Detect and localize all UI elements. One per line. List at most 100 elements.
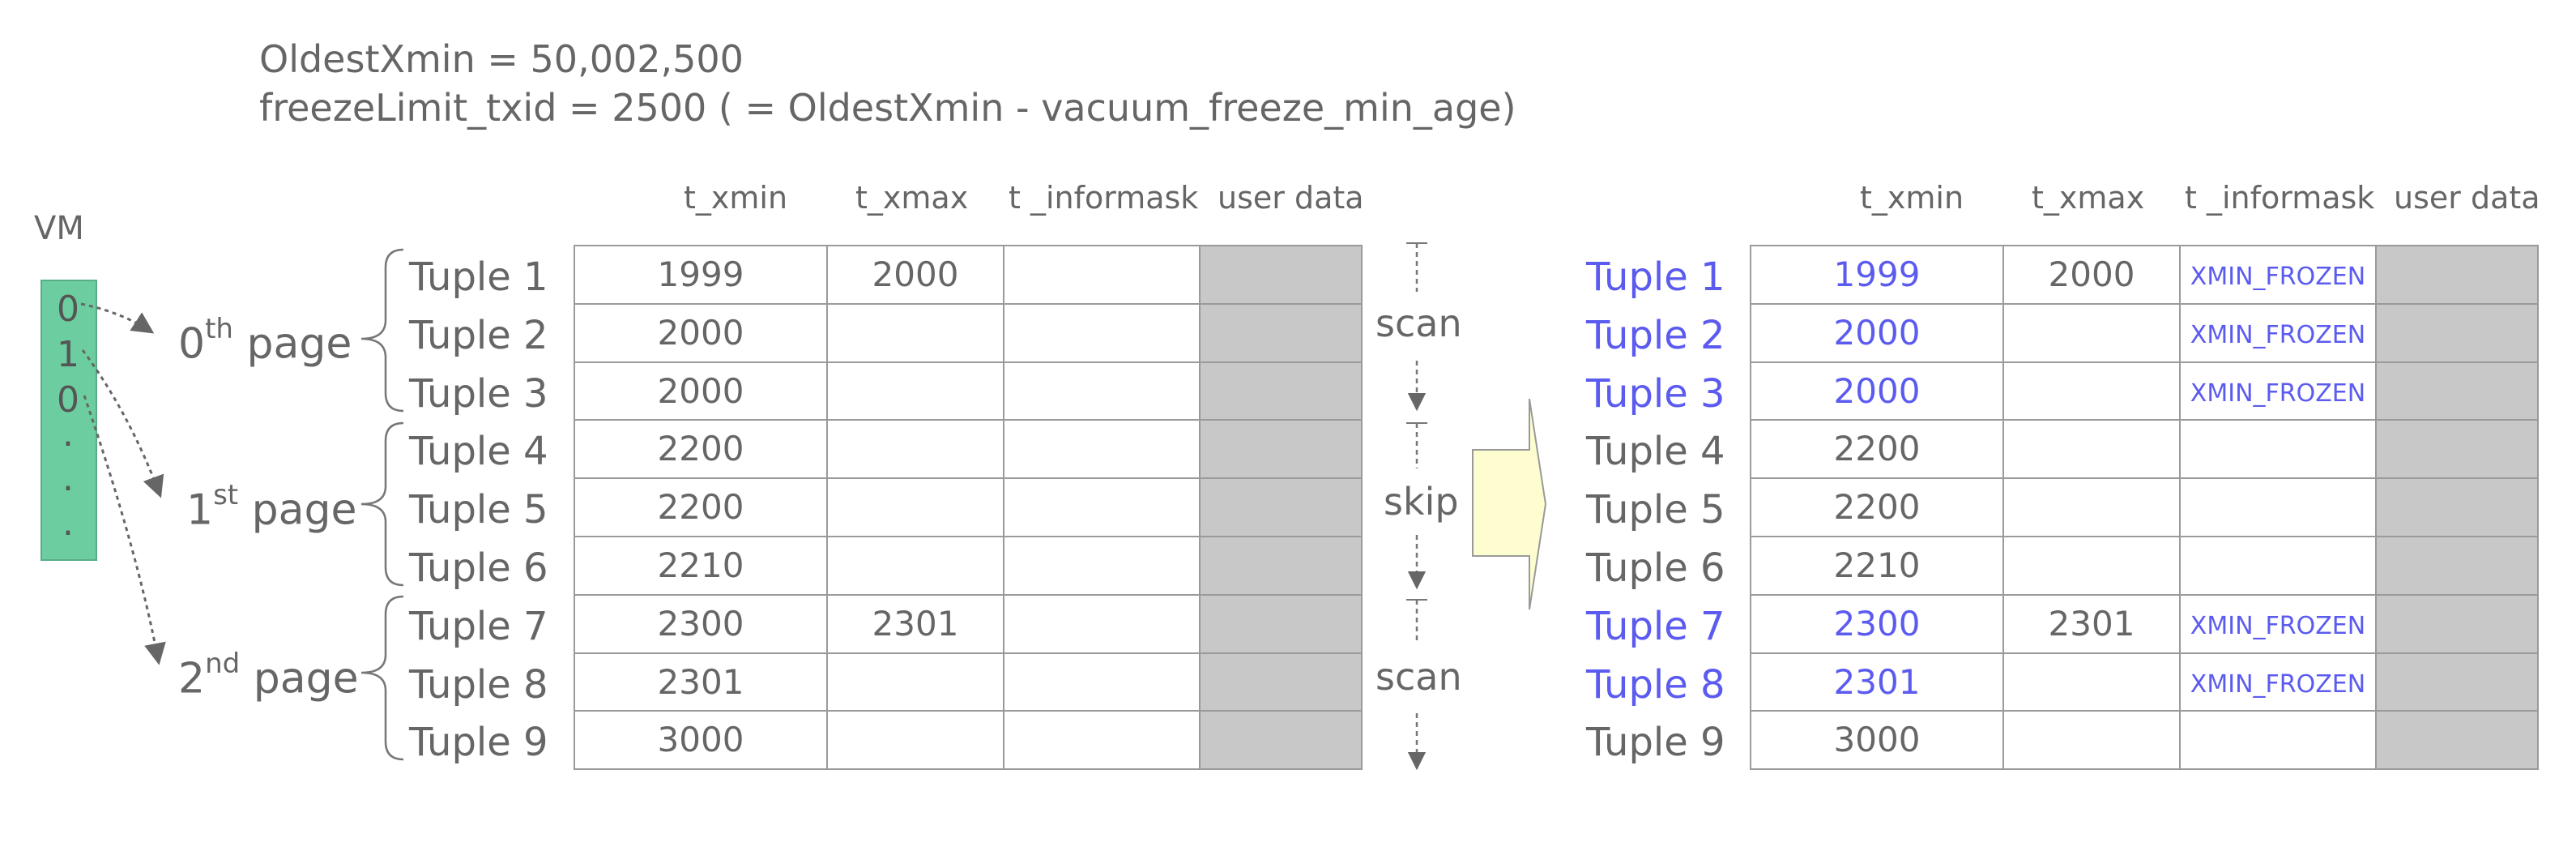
page-number: 1 xyxy=(186,485,214,535)
tuple-label: Tuple 1 xyxy=(409,254,548,300)
col-header-user-data: user data xyxy=(2394,180,2540,216)
t-informask-cell xyxy=(2179,419,2377,480)
t-xmax-cell xyxy=(826,710,1004,771)
page-word: page xyxy=(253,654,359,703)
t-informask-cell xyxy=(2179,477,2377,537)
tuple-label: Tuple 3 xyxy=(1586,370,1725,417)
col-header-t-xmin: t_xmin xyxy=(684,180,788,216)
vm-label: VM xyxy=(34,210,84,247)
t-xmin-cell: 2200 xyxy=(574,419,828,480)
tuple-label: Tuple 4 xyxy=(1586,429,1725,475)
page-suffix: st xyxy=(213,479,239,511)
tuple-label: Tuple 1 xyxy=(1586,254,1725,300)
tuple-label: Tuple 8 xyxy=(409,661,548,708)
t-xmin-cell: 2000 xyxy=(1750,302,2004,363)
col-header-t-xmax: t_xmax xyxy=(2032,180,2145,216)
t-xmin-cell: 2301 xyxy=(574,652,828,712)
t-informask-cell: XMIN_FROZEN xyxy=(2179,593,2377,654)
user-data-cell xyxy=(1199,593,1363,654)
freeze-limit-formula: freezeLimit_txid = 2500 ( = OldestXmin -… xyxy=(259,86,1516,130)
t-xmin-cell: 2301 xyxy=(1750,652,2004,712)
page-word: page xyxy=(251,485,357,535)
vm-to-page-1-arrow xyxy=(81,349,164,498)
tuple-label: Tuple 6 xyxy=(409,545,548,591)
page-word: page xyxy=(246,319,352,369)
scan-label: scan xyxy=(1375,655,1462,699)
t-informask-cell xyxy=(1003,419,1201,480)
tuple-label: Tuple 4 xyxy=(409,429,548,475)
t-xmin-cell: 2210 xyxy=(1750,536,2004,596)
t-xmin-cell: 2210 xyxy=(574,536,828,596)
page-number: 0 xyxy=(178,319,206,369)
page-number: 2 xyxy=(178,654,206,703)
tuple-label: Tuple 2 xyxy=(409,312,548,358)
t-informask-cell xyxy=(2179,536,2377,596)
t-informask-cell: XMIN_FROZEN xyxy=(2179,302,2377,363)
tuple-label: Tuple 7 xyxy=(409,603,548,649)
t-xmax-cell: 2000 xyxy=(826,245,1004,305)
t-informask-cell xyxy=(1003,710,1201,771)
user-data-cell xyxy=(2375,419,2539,480)
t-xmin-cell: 3000 xyxy=(1750,710,2004,771)
t-xmax-cell xyxy=(2002,477,2181,537)
t-xmin-cell: 2200 xyxy=(574,477,828,537)
vm-to-page-0-arrow xyxy=(80,302,155,334)
user-data-cell xyxy=(2375,652,2539,712)
vm-bit-ellipsis: . xyxy=(62,502,74,544)
page-label-2: 2nd page xyxy=(178,650,359,699)
t-informask-cell xyxy=(1003,361,1201,421)
user-data-cell xyxy=(2375,710,2539,771)
t-xmax-cell xyxy=(826,361,1004,421)
t-xmax-cell xyxy=(2002,652,2181,712)
t-informask-cell xyxy=(1003,302,1201,363)
t-xmin-cell: 2200 xyxy=(1750,477,2004,537)
tuple-label: Tuple 6 xyxy=(1586,545,1725,591)
t-xmax-cell xyxy=(826,652,1004,712)
user-data-cell xyxy=(2375,477,2539,537)
col-header-t-xmin: t_xmin xyxy=(1860,180,1964,216)
t-informask-cell xyxy=(1003,652,1201,712)
t-xmax-cell xyxy=(2002,536,2181,596)
skip-label: skip xyxy=(1384,480,1459,524)
scan-label: scan xyxy=(1375,301,1462,345)
vm-bit-ellipsis: . xyxy=(62,458,74,499)
user-data-cell xyxy=(1199,710,1363,771)
t-xmin-cell: 2000 xyxy=(574,361,828,421)
user-data-cell xyxy=(1199,652,1363,712)
user-data-cell xyxy=(1199,536,1363,596)
user-data-cell xyxy=(1199,477,1363,537)
vm-bit-page-1: 1 xyxy=(57,334,79,375)
t-xmax-cell: 2301 xyxy=(826,593,1004,654)
user-data-cell xyxy=(2375,361,2539,421)
t-informask-cell: XMIN_FROZEN xyxy=(2179,361,2377,421)
t-xmin-cell: 2300 xyxy=(574,593,828,654)
page-0-brace xyxy=(360,248,404,413)
t-xmin-cell: 2200 xyxy=(1750,419,2004,480)
user-data-cell xyxy=(2375,593,2539,654)
t-xmin-cell: 2000 xyxy=(574,302,828,363)
page-label-0: 0th page xyxy=(178,315,352,369)
t-xmax-cell xyxy=(826,302,1004,363)
t-informask-cell: XMIN_FROZEN xyxy=(2179,245,2377,305)
t-xmax-cell: 2301 xyxy=(2002,593,2181,654)
page-2-brace xyxy=(360,595,404,761)
tuple-label: Tuple 9 xyxy=(409,720,548,766)
tuple-label: Tuple 9 xyxy=(1586,720,1725,766)
page-suffix: th xyxy=(205,313,233,345)
oldest-xmin-formula: OldestXmin = 50,002,500 xyxy=(259,37,744,81)
t-xmax-cell xyxy=(2002,419,2181,480)
t-xmax-cell xyxy=(2002,361,2181,421)
t-xmin-cell: 1999 xyxy=(574,245,828,305)
user-data-cell xyxy=(1199,302,1363,363)
vm-bit-page-2: 0 xyxy=(57,379,79,421)
user-data-cell xyxy=(2375,302,2539,363)
t-xmax-cell xyxy=(2002,710,2181,771)
t-informask-cell xyxy=(1003,477,1201,537)
t-xmin-cell: 2300 xyxy=(1750,593,2004,654)
user-data-cell xyxy=(2375,536,2539,596)
col-header-t-informask: t _informask xyxy=(1009,180,1199,216)
vm-bit-ellipsis: . xyxy=(62,413,74,455)
tuple-label: Tuple 7 xyxy=(1586,603,1725,649)
